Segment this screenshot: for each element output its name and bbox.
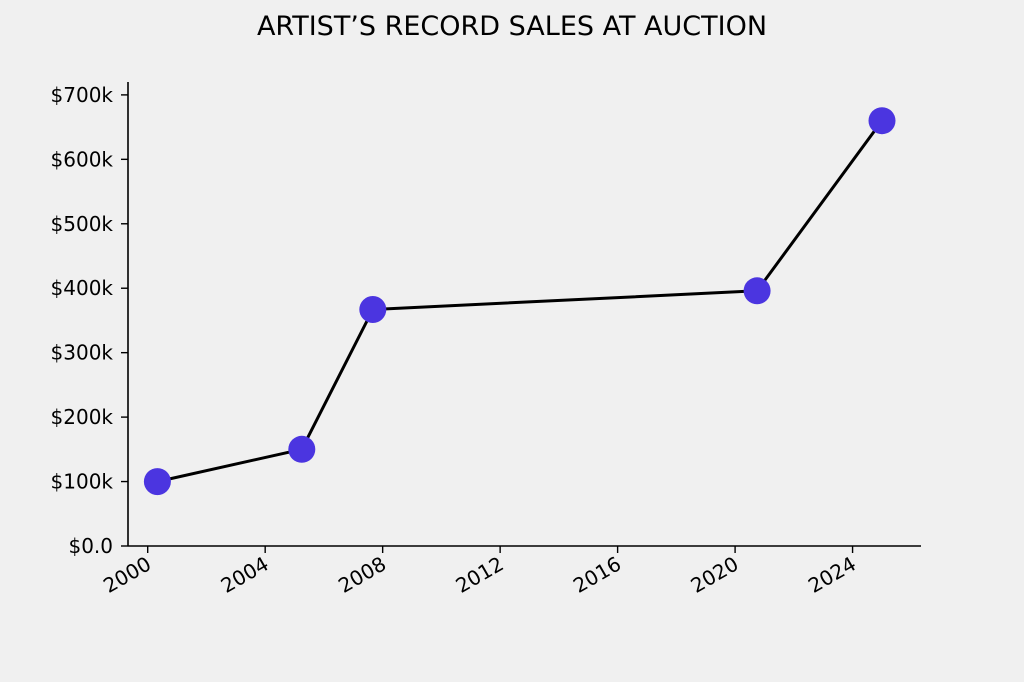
y-tick-label: $400k (51, 276, 114, 300)
x-tick-label: 2020 (687, 552, 743, 598)
series-line (157, 119, 884, 484)
data-point (868, 107, 896, 135)
x-tick-label: 2000 (99, 552, 155, 598)
y-tick-label: $700k (51, 83, 114, 107)
x-tick-label: 2024 (804, 552, 860, 598)
x-tick-label: 2004 (217, 552, 273, 598)
x-tick-label: 2016 (569, 552, 625, 598)
data-point (288, 435, 316, 463)
chart-title: ARTIST’S RECORD SALES AT AUCTION (257, 11, 767, 42)
y-tick-label: $300k (51, 341, 114, 365)
data-point (143, 468, 171, 496)
data-point (359, 296, 387, 323)
y-tick-label: $200k (51, 405, 114, 429)
x-tick-label: 2012 (452, 552, 508, 598)
y-tick-label: $600k (51, 147, 114, 171)
y-tick-label: $500k (51, 212, 114, 236)
x-tick-label: 2008 (334, 552, 390, 598)
data-point (743, 277, 771, 305)
axes: $0.0 $100k $200k $300k $400k $500k $600k $700k 2… (51, 82, 921, 598)
y-tick-label: $100k (51, 470, 114, 494)
series-layer (143, 107, 896, 496)
y-tick-label: $0.0 (68, 534, 113, 558)
